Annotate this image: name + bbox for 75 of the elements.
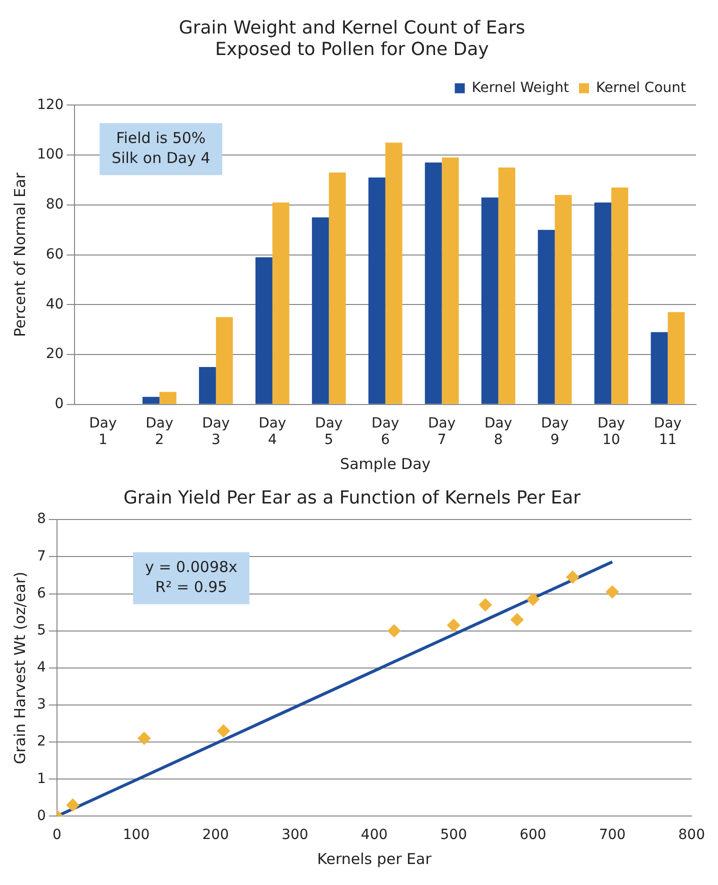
x-tick-label: 400 <box>360 827 388 844</box>
bar <box>498 168 516 404</box>
bar <box>198 367 216 404</box>
y-tick-label: 3 <box>36 696 46 713</box>
x-tick-label: Day 7 <box>428 415 456 448</box>
y-tick-label: 5 <box>36 622 46 638</box>
point <box>447 618 460 632</box>
x-tick-label: Day 2 <box>146 415 174 448</box>
y-tick-label: 20 <box>46 346 64 362</box>
x-tick-label: 300 <box>282 827 308 844</box>
x-tick-label: Day 6 <box>372 415 400 448</box>
y-tick-label: 8 <box>36 511 46 528</box>
bar <box>312 217 329 404</box>
bar <box>142 396 160 404</box>
x-tick-label: Day 3 <box>202 415 230 448</box>
bar <box>385 142 402 404</box>
bar <box>424 162 442 404</box>
y-tick-label: 100 <box>36 146 64 163</box>
x-tick-label: Day 8 <box>484 415 512 448</box>
point <box>566 570 580 584</box>
bar <box>650 332 668 404</box>
chart-title: Grain Yield Per Ear as a Function of Kernels Per Ear <box>123 487 582 508</box>
x-tick-label: 500 <box>440 827 467 844</box>
y-tick-label: 6 <box>36 585 46 602</box>
y-tick-label: 60 <box>46 246 64 262</box>
y-tick-label: 4 <box>36 660 46 676</box>
bar <box>594 202 612 404</box>
bar <box>328 172 346 404</box>
point <box>510 613 524 626</box>
y-tick-label: 1 <box>36 770 46 787</box>
x-tick-label: Day 4 <box>258 415 286 448</box>
x-axis-title: Kernels per Ear <box>317 850 432 868</box>
point <box>478 598 492 612</box>
x-tick-label: 100 <box>122 827 150 844</box>
bar <box>538 230 555 404</box>
x-tick-label: Day 5 <box>315 415 343 448</box>
y-tick-label: 80 <box>46 196 64 213</box>
bar <box>368 178 386 404</box>
bar <box>611 187 628 404</box>
point <box>388 624 401 638</box>
x-tick-label: Day 11 <box>654 415 682 448</box>
annotation: y = 0.0098x R² = 0.95 <box>145 558 238 596</box>
x-tick-label: 700 <box>598 827 626 844</box>
bar <box>668 312 685 404</box>
annotation: Field is 50% Silk on Day 4 <box>112 129 210 168</box>
bar <box>442 158 459 404</box>
y-tick-label: 7 <box>36 548 46 564</box>
x-tick-label: Day 1 <box>89 415 117 448</box>
x-tick-label: 200 <box>202 827 229 844</box>
x-tick-label: 800 <box>678 827 706 844</box>
bar <box>272 202 290 404</box>
bar <box>216 317 233 404</box>
bar <box>481 197 498 404</box>
x-axis-title: Sample Day <box>340 454 431 473</box>
legend-label: Kernel Weight <box>472 80 570 96</box>
point <box>606 585 619 598</box>
point <box>138 732 151 745</box>
y-axis-title: Percent of Normal Ear <box>10 172 29 337</box>
bar <box>255 257 272 404</box>
y-tick-label: 2 <box>36 734 46 750</box>
x-tick-label: Day 10 <box>597 415 626 448</box>
y-tick-label: 40 <box>46 296 64 312</box>
point <box>217 724 230 738</box>
bar <box>159 392 176 404</box>
x-tick-label: Day 9 <box>540 415 569 448</box>
y-tick-label: 0 <box>54 396 64 412</box>
point <box>66 798 80 812</box>
point <box>526 592 540 606</box>
chart-title: Grain Weight and Kernel Count of Ears Exposed to Pollen for One Day <box>178 17 526 60</box>
y-tick-label: 0 <box>36 808 46 824</box>
y-axis-title: Grain Harvest Wt (oz/ear) <box>10 572 29 764</box>
x-tick-label: 600 <box>520 827 546 844</box>
legend-label: Kernel Count <box>596 80 687 96</box>
y-tick-label: 120 <box>36 96 64 113</box>
bar <box>554 194 572 404</box>
